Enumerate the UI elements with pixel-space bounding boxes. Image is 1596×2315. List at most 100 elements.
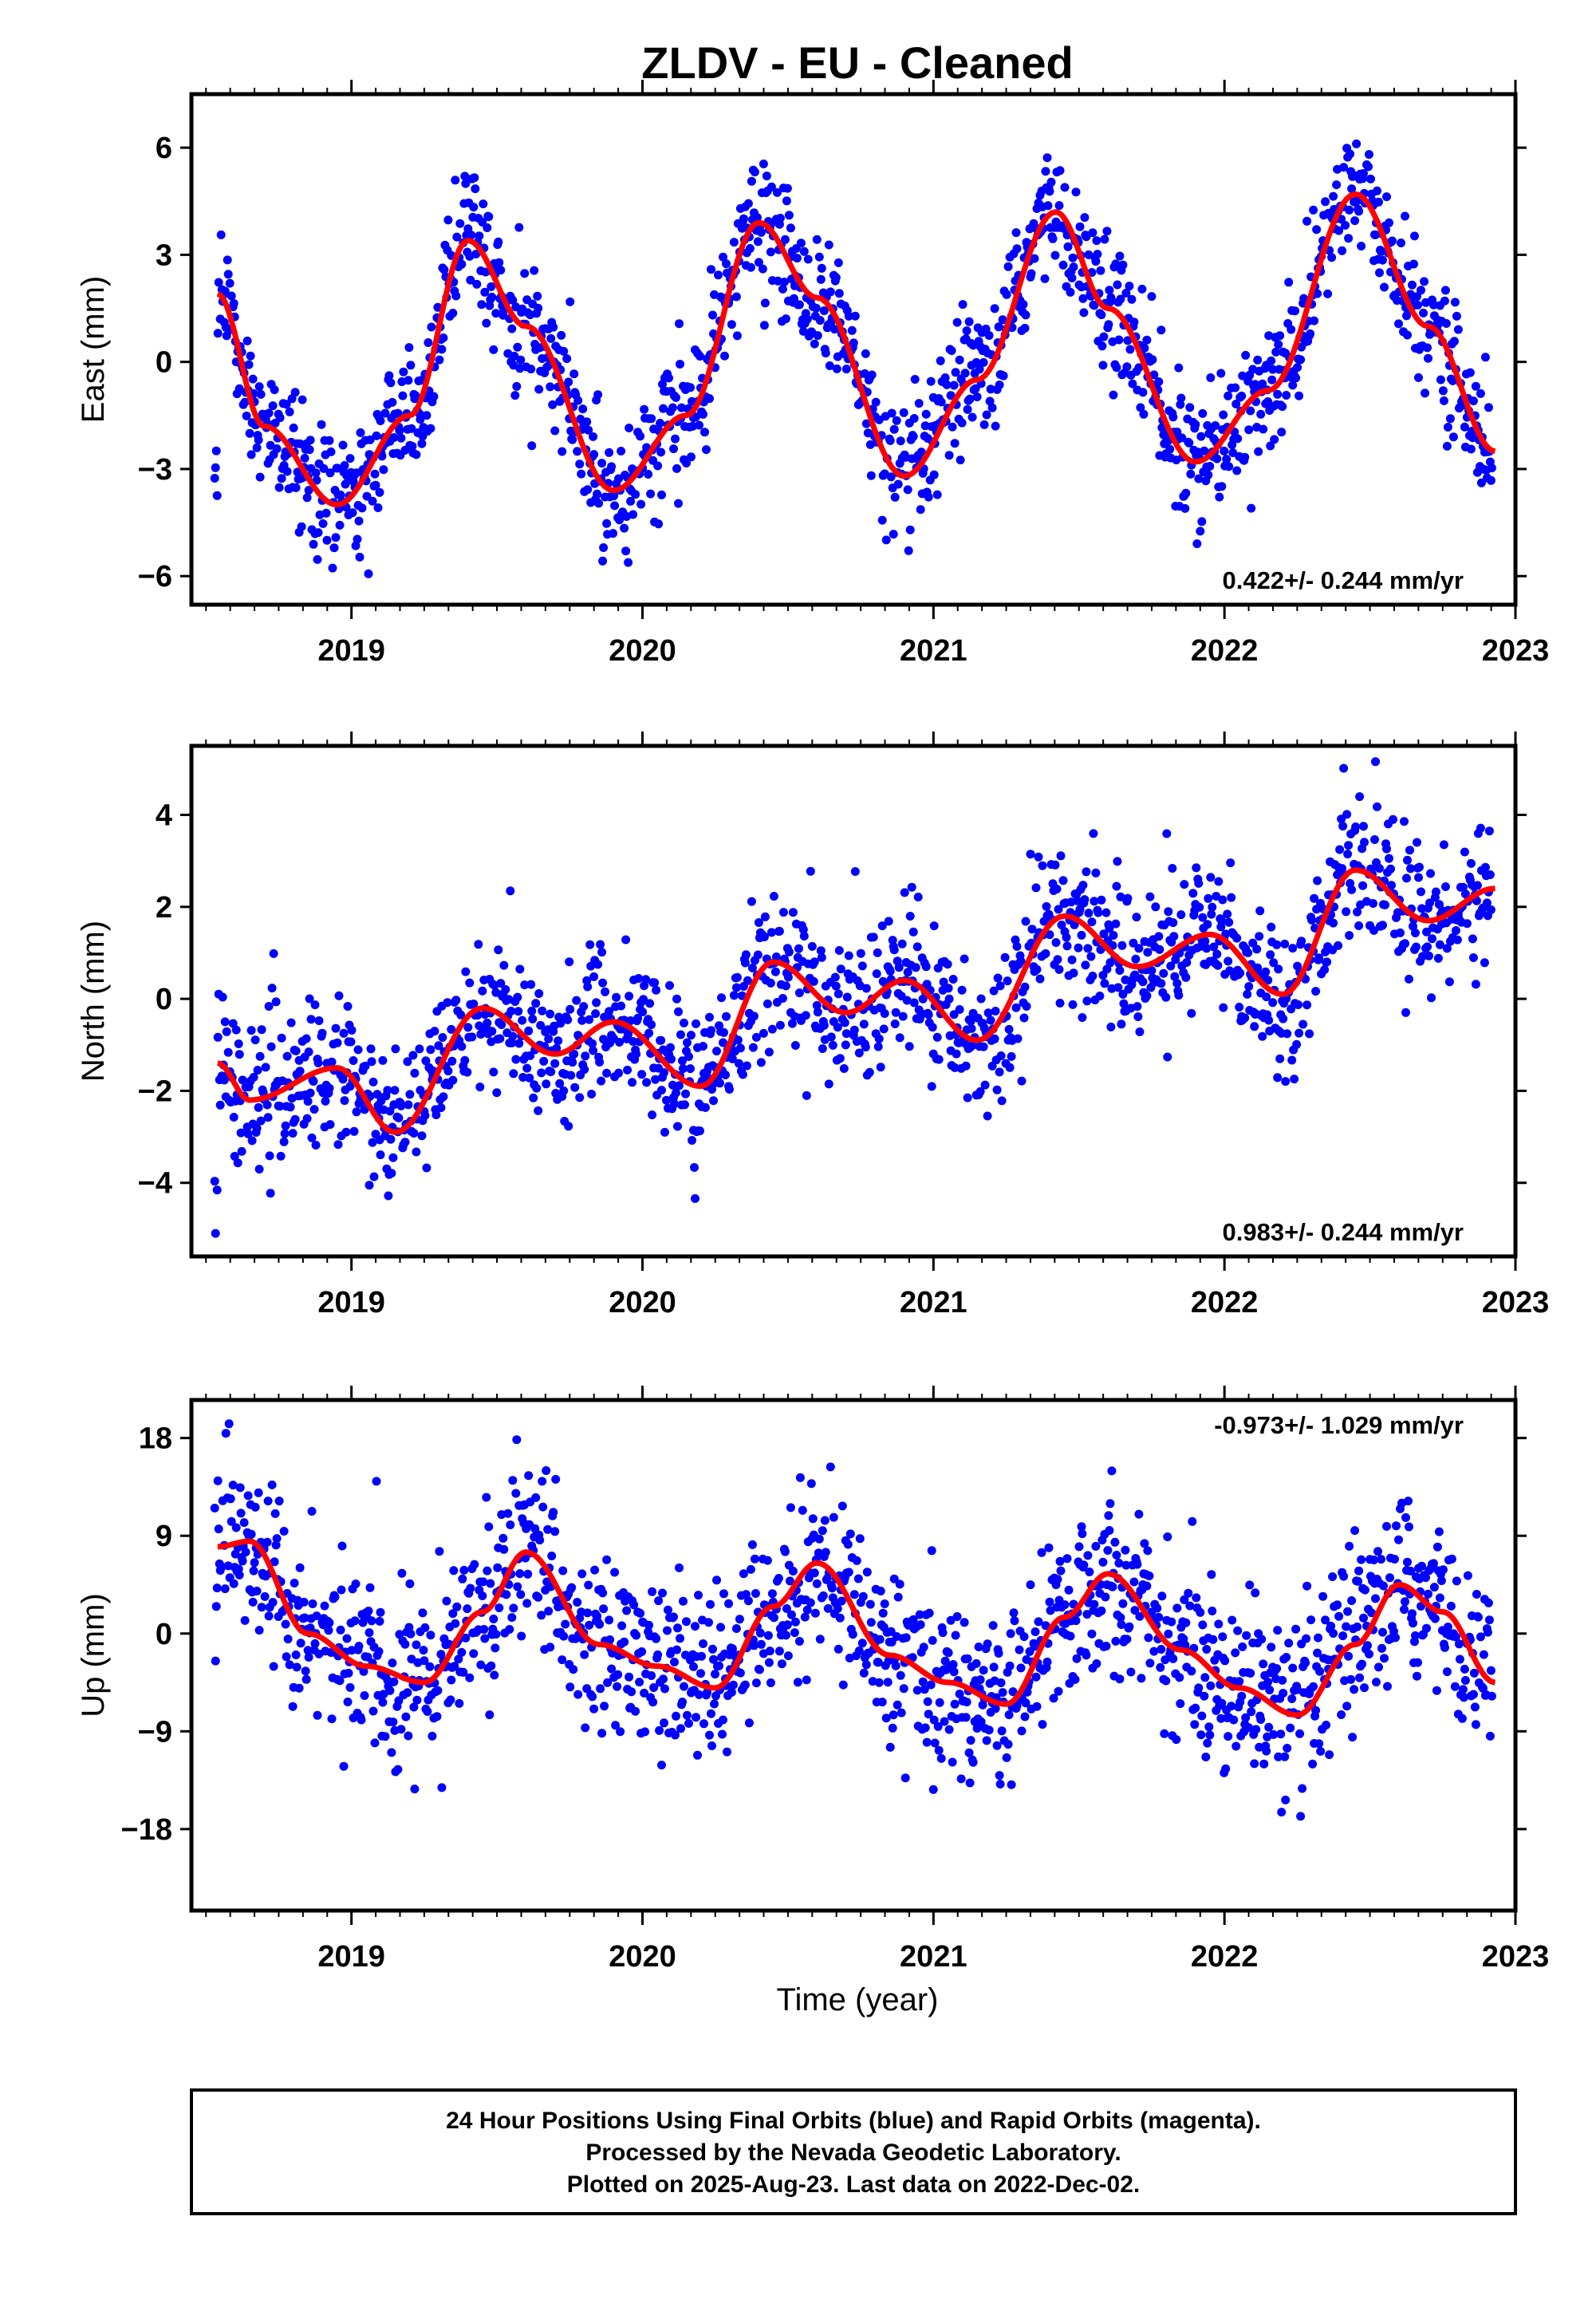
data-point	[1202, 944, 1212, 953]
data-point	[575, 459, 585, 469]
data-point	[1045, 1597, 1054, 1607]
data-point	[1021, 917, 1031, 926]
data-point	[285, 1660, 294, 1670]
data-point	[229, 1113, 238, 1122]
data-point	[234, 1050, 244, 1059]
data-point	[837, 1596, 846, 1606]
data-point	[962, 326, 971, 336]
data-point	[1125, 1622, 1134, 1631]
data-point	[212, 1272, 221, 1281]
data-point	[1041, 167, 1050, 176]
data-point	[786, 1503, 795, 1512]
data-point	[491, 988, 501, 997]
data-point	[1291, 306, 1300, 316]
data-point	[1463, 1571, 1472, 1580]
data-point	[1267, 1643, 1276, 1652]
data-point	[877, 515, 887, 525]
data-point	[1472, 881, 1482, 890]
data-point	[360, 1691, 369, 1700]
data-point	[715, 1079, 724, 1088]
data-point	[1232, 466, 1242, 475]
data-point	[267, 1480, 277, 1489]
data-point	[417, 1131, 427, 1141]
data-point	[1177, 433, 1187, 443]
data-point	[305, 445, 314, 455]
data-point	[724, 1599, 733, 1608]
data-point	[534, 1592, 543, 1602]
data-point	[1223, 909, 1232, 919]
data-point	[249, 1072, 258, 1082]
data-point	[1436, 1576, 1446, 1585]
data-point	[1064, 1585, 1074, 1595]
data-point	[1168, 918, 1178, 928]
data-point	[407, 1654, 416, 1664]
data-point	[538, 1502, 548, 1512]
data-point	[1109, 931, 1118, 940]
data-point	[344, 1668, 353, 1678]
data-point	[993, 973, 1003, 983]
data-point	[1002, 1753, 1011, 1762]
data-point	[1096, 266, 1105, 275]
data-point	[1054, 905, 1063, 914]
data-point	[499, 1544, 509, 1554]
data-point	[1220, 446, 1229, 456]
east-fit-curve	[216, 191, 1496, 508]
data-point	[341, 479, 350, 489]
data-point	[587, 1090, 597, 1098]
data-point	[246, 1529, 256, 1539]
data-point	[861, 1043, 870, 1052]
data-point	[1258, 379, 1267, 388]
data-point	[1440, 1643, 1449, 1652]
data-point	[988, 1621, 998, 1631]
data-point	[1043, 201, 1053, 211]
data-point	[802, 1605, 812, 1615]
data-point	[612, 992, 621, 1002]
data-point	[274, 483, 284, 492]
data-point	[1417, 887, 1425, 897]
data-point	[511, 1055, 521, 1064]
data-point	[1438, 1565, 1448, 1575]
data-point	[282, 1652, 291, 1662]
data-point	[340, 1096, 349, 1106]
data-point	[656, 448, 666, 457]
data-point	[1113, 280, 1122, 290]
data-point	[212, 491, 222, 500]
data-point	[676, 1030, 685, 1039]
data-point	[564, 377, 573, 387]
data-point	[1206, 873, 1216, 882]
up-fit-curve	[216, 1538, 1496, 1718]
data-point	[883, 1678, 893, 1687]
data-point	[1307, 915, 1317, 925]
data-point	[525, 1073, 534, 1083]
data-point	[1218, 1632, 1228, 1642]
data-point	[850, 311, 860, 321]
data-point	[639, 995, 648, 1004]
data-point	[1180, 503, 1190, 513]
data-point	[1459, 1693, 1468, 1702]
data-point	[841, 1029, 851, 1039]
y-tick-label: 0	[156, 1618, 172, 1651]
data-point	[1476, 823, 1485, 833]
data-point	[1200, 937, 1210, 946]
data-point	[766, 928, 776, 937]
data-point	[1226, 858, 1235, 868]
north-plot-frame	[189, 743, 1518, 1259]
data-point	[1116, 1613, 1125, 1623]
data-point	[566, 1071, 576, 1080]
data-point	[923, 1697, 932, 1706]
data-point	[1420, 277, 1429, 286]
data-point	[1320, 965, 1330, 975]
data-point	[983, 1111, 992, 1121]
data-point	[302, 1114, 312, 1123]
data-point	[1288, 1663, 1298, 1673]
data-point	[1382, 1521, 1391, 1531]
data-point	[455, 219, 465, 228]
data-point	[1227, 893, 1236, 902]
data-point	[211, 463, 220, 472]
data-point	[424, 338, 433, 347]
data-point	[1140, 343, 1149, 353]
data-point	[1194, 1683, 1204, 1693]
data-point	[807, 941, 817, 951]
